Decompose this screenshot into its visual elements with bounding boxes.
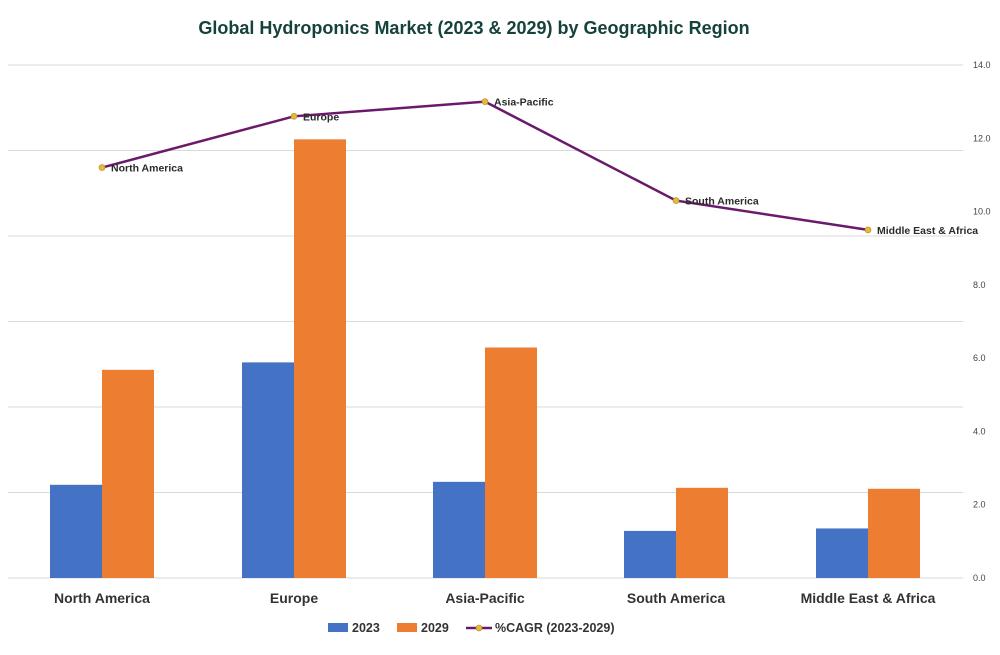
cagr-marker xyxy=(864,226,872,234)
right-axis-tick-label: 0.0 xyxy=(973,573,986,583)
bar-2023 xyxy=(433,481,485,578)
cagr-marker xyxy=(672,197,680,204)
cagr-point-label: Middle East & Africa xyxy=(877,225,978,237)
x-axis-category-label: Middle East & Africa xyxy=(801,590,936,606)
bar-2029 xyxy=(102,369,154,578)
bar-2029 xyxy=(868,488,920,578)
right-axis-tick-label: 2.0 xyxy=(973,500,986,510)
x-axis-category-label: South America xyxy=(627,590,725,606)
bar-2029 xyxy=(485,347,537,578)
cagr-point-label: Asia-Pacific xyxy=(494,97,554,109)
right-axis-tick-label: 4.0 xyxy=(973,426,986,436)
chart-title: Global Hydroponics Market (2023 & 2029) … xyxy=(198,18,750,38)
legend-swatch-cagr-marker xyxy=(475,624,483,632)
legend-label-cagr: %CAGR (2023-2029) xyxy=(495,621,615,635)
cagr-marker xyxy=(290,113,298,120)
bar-2023 xyxy=(624,530,676,578)
cagr-marker xyxy=(98,164,106,171)
bar-2023 xyxy=(816,528,868,578)
right-axis-tick-label: 10.0 xyxy=(973,207,991,217)
cagr-point-label: Europe xyxy=(303,111,339,123)
cagr-line xyxy=(101,100,869,232)
bar-2029 xyxy=(294,139,346,578)
bar-2023 xyxy=(50,484,102,578)
right-axis-tick-label: 6.0 xyxy=(973,353,986,363)
bar-2023 xyxy=(242,362,294,578)
bar-2029 xyxy=(676,487,728,578)
cagr-point-label: South America xyxy=(685,196,759,208)
x-axis-category-label: North America xyxy=(54,590,150,606)
x-axis-category-label: Asia-Pacific xyxy=(445,590,525,606)
cagr-point-label: North America xyxy=(111,163,183,175)
legend-swatch-2023 xyxy=(328,623,348,632)
x-axis-category-label: Europe xyxy=(270,590,318,606)
right-axis-tick-label: 12.0 xyxy=(973,133,991,143)
legend-label-2029: 2029 xyxy=(421,621,449,635)
legend-swatch-2029 xyxy=(397,623,417,632)
cagr-marker xyxy=(481,98,489,105)
right-axis-tick-label: 8.0 xyxy=(973,280,986,290)
right-axis-tick-label: 14.0 xyxy=(973,60,991,70)
legend-label-2023: 2023 xyxy=(352,621,380,635)
